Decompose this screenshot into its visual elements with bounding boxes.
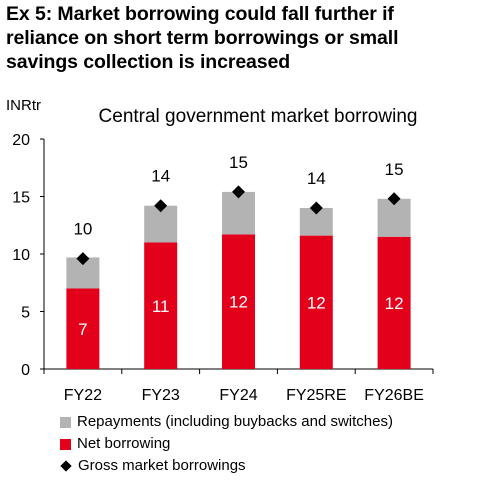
legend-label-repayments: Repayments (including buybacks and switc… — [77, 413, 393, 430]
legend: Repayments (including buybacks and switc… — [60, 411, 393, 477]
heading-line-1: Ex 5: Market borrowing could fall furthe… — [6, 3, 394, 25]
gross-marker — [387, 192, 401, 206]
y-tick-label: 15 — [12, 190, 30, 207]
gross-marker — [232, 185, 245, 199]
data-label-net-borrowing: 12 — [229, 293, 248, 312]
gross-marker — [76, 252, 90, 266]
axes: 0 5 10 15 20 FY22 FY23 FY24 FY25RE FY26BE — [12, 132, 434, 404]
legend-label-net-borrowing: Net borrowing — [77, 435, 171, 452]
x-tick-label: FY23 — [142, 387, 180, 404]
legend-swatch-grey — [60, 416, 71, 428]
exhibit-heading: Ex 5: Market borrowing could fall furthe… — [6, 2, 478, 74]
chart-title: Central government market borrowing — [99, 106, 418, 127]
y-tick-label: 5 — [21, 305, 30, 322]
x-tick-label: FY26BE — [364, 387, 424, 404]
data-label-gross: 14 — [307, 169, 326, 188]
data-label-net-borrowing: 7 — [78, 320, 87, 339]
bar-net-borrowing — [222, 234, 255, 369]
y-tick-label: 20 — [12, 132, 30, 149]
y-axis-unit-label: INRtr — [6, 97, 41, 114]
bars: 7 11 12 12 12 — [66, 191, 411, 369]
data-label-net-borrowing: 12 — [307, 293, 326, 312]
bar-repayments — [222, 191, 255, 235]
data-label-gross: 10 — [73, 220, 92, 239]
x-tick-label: FY22 — [64, 387, 102, 404]
data-label-net-borrowing: 11 — [152, 297, 170, 316]
data-label-gross: 15 — [229, 153, 248, 172]
bar-net-borrowing — [377, 236, 411, 369]
x-tick-label: FY25RE — [286, 387, 346, 404]
x-tick-label: FY24 — [219, 387, 257, 404]
legend-label-gross: Gross market borrowings — [78, 457, 246, 474]
legend-diamond-icon — [60, 460, 72, 472]
data-label-net-borrowing: 12 — [385, 294, 404, 313]
y-tick-label: 0 — [21, 362, 30, 379]
bar-net-borrowing — [66, 288, 100, 369]
legend-item-gross: Gross market borrowings — [60, 455, 393, 477]
gross-marker — [154, 199, 168, 213]
gross-marker — [309, 201, 323, 215]
heading-line-2: reliance on short term borrowings or sma… — [6, 27, 399, 49]
bar-net-borrowing — [299, 235, 333, 369]
data-label-gross: 14 — [151, 167, 170, 186]
legend-item-repayments: Repayments (including buybacks and switc… — [60, 411, 393, 433]
gross-markers: 10 14 15 14 15 — [73, 153, 404, 266]
y-tick-label: 10 — [12, 247, 30, 264]
bar-net-borrowing — [144, 242, 178, 369]
legend-swatch-red — [60, 438, 71, 450]
legend-item-net-borrowing: Net borrowing — [60, 433, 393, 455]
data-label-gross: 15 — [385, 160, 404, 179]
stacked-bar-chart: INRtr Central government market borrowin… — [6, 97, 434, 404]
heading-line-3: savings collection is increased — [6, 51, 291, 73]
